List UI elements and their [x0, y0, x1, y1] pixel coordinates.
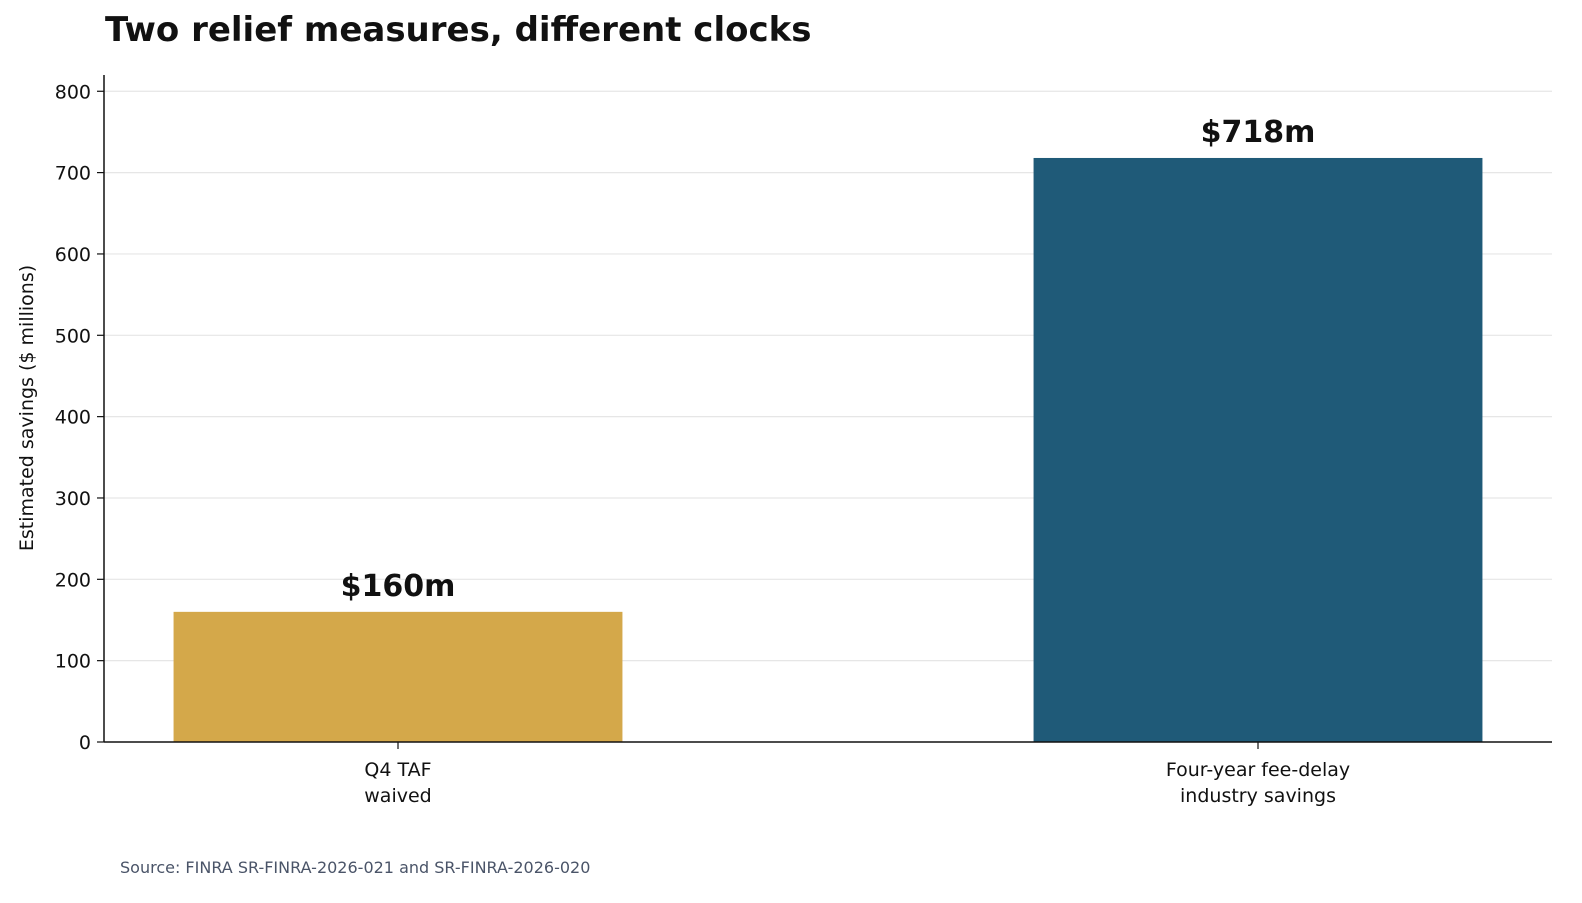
y-tick-label: 500: [55, 325, 91, 347]
data-label: $718m: [1201, 115, 1316, 150]
y-tick-label: 600: [55, 244, 91, 266]
y-tick-label: 800: [55, 81, 91, 103]
bars: [173, 157, 1483, 743]
x-tick-label: waived: [364, 785, 431, 807]
bar: [1033, 157, 1483, 743]
y-tick-label: 100: [55, 651, 91, 673]
y-ticks: 0 100 200 300 400 500 600 700 800: [55, 81, 104, 754]
axes: [103, 75, 1552, 743]
source-note: Source: FINRA SR-FINRA-2026-021 and SR-F…: [120, 858, 591, 877]
x-tick-label: Four-year fee-delay: [1166, 759, 1350, 781]
chart-title: Two relief measures, different clocks: [105, 10, 812, 50]
y-tick-label: 200: [55, 569, 91, 591]
y-tick-label: 0: [79, 732, 91, 754]
data-label: $160m: [341, 569, 456, 604]
y-tick-label: 700: [55, 163, 91, 185]
y-axis-title: Estimated savings ($ millions): [16, 265, 38, 551]
y-tick-label: 400: [55, 407, 91, 429]
x-ticks: Q4 TAF waived Four-year fee-delay industry …: [364, 742, 1350, 807]
y-tick-label: 300: [55, 488, 91, 510]
data-labels: $160m $718m: [341, 115, 1316, 604]
x-tick-label: Q4 TAF: [364, 759, 431, 781]
bar: [173, 611, 623, 742]
x-tick-label: industry savings: [1180, 785, 1336, 807]
